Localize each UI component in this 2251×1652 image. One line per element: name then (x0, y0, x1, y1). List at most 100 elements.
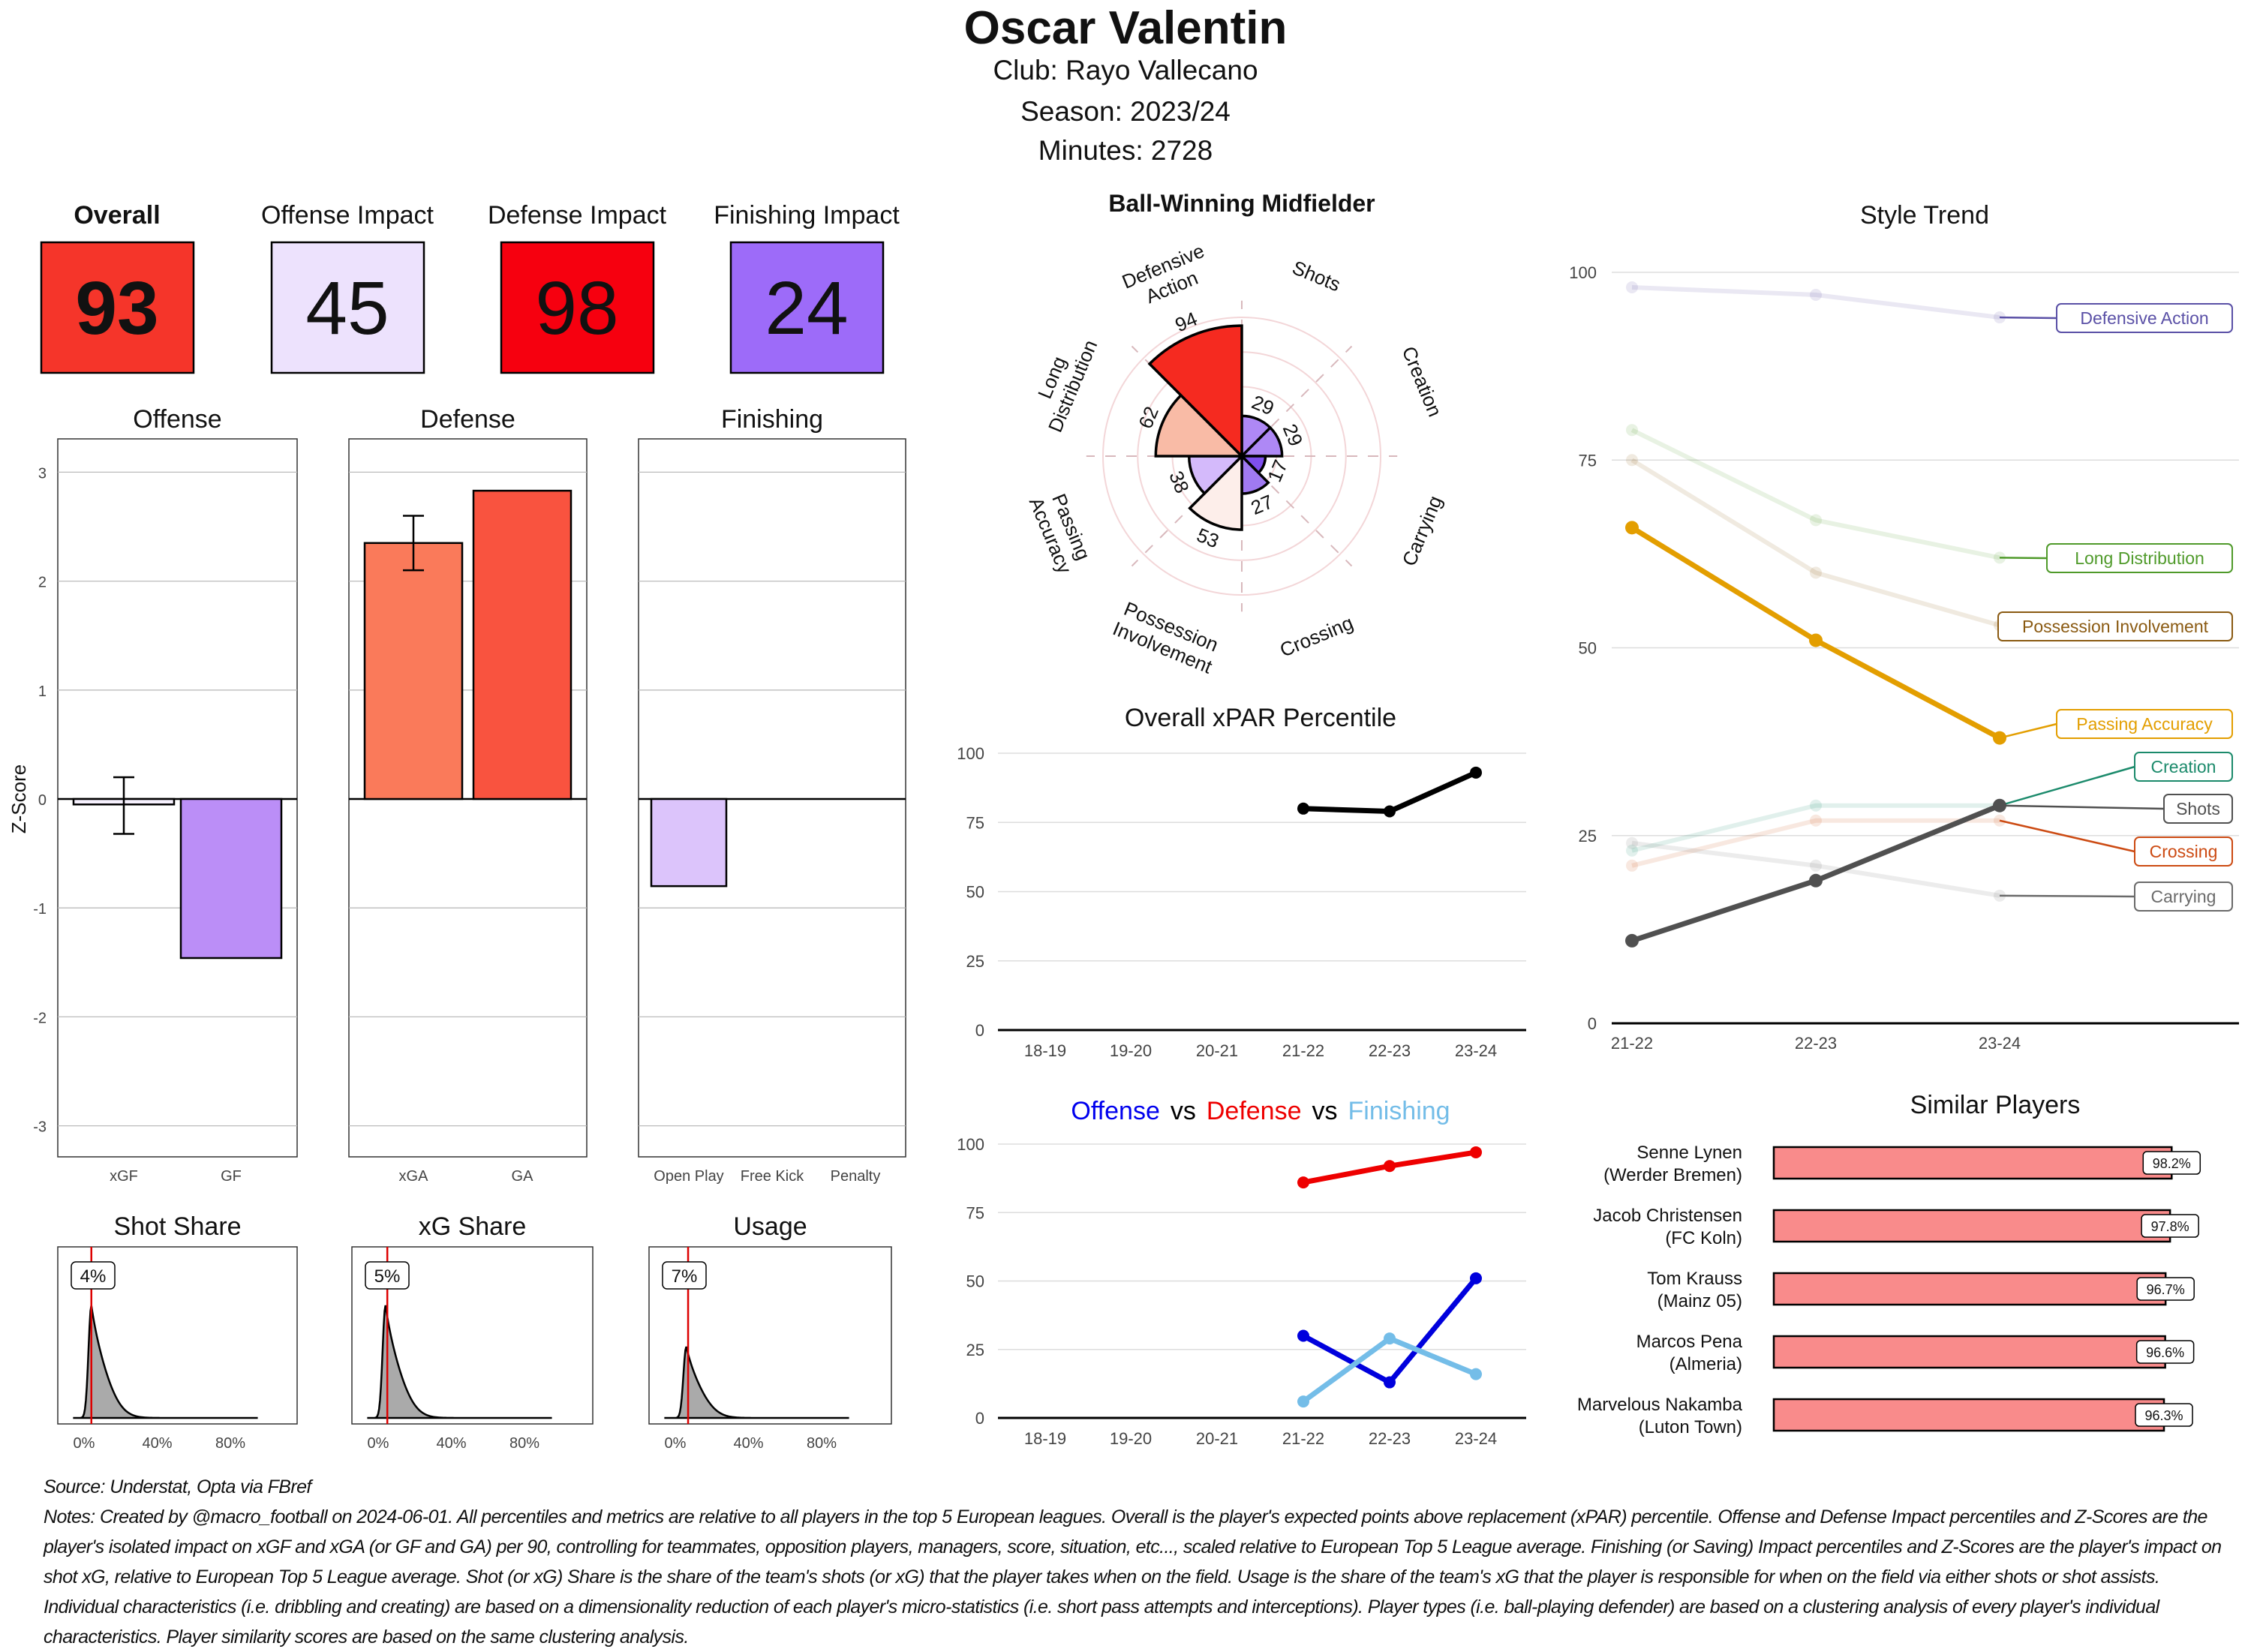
similarity-bar (1772, 1272, 2167, 1306)
y-tick-label: 0 (975, 1021, 984, 1040)
data-point (1810, 289, 1822, 302)
y-tick-label: 3 (38, 465, 47, 482)
minutes-line: Minutes: 2728 (1038, 135, 1213, 166)
x-tick-label: 23-24 (1455, 1041, 1497, 1060)
x-tick-label: GA (512, 1168, 534, 1185)
panel-title: xG Share (419, 1212, 527, 1241)
trend-series-shots: Shots (1625, 794, 2233, 948)
trend-series-passing-accuracy: Passing Accuracy (1625, 521, 2233, 745)
data-point (1384, 805, 1396, 818)
radar-category-label: Shots (1289, 256, 1344, 296)
x-tick-label: 19-20 (1110, 1041, 1152, 1060)
data-point (1626, 837, 1638, 849)
player-club: (Mainz 05) (1657, 1291, 1742, 1311)
tile-box (500, 241, 655, 374)
title-part: vs (1312, 1097, 1338, 1125)
xpar-chart: Overall xPAR Percentile 0 25 50 75 100 18-19 19… (957, 704, 1526, 1060)
label-leader (1999, 804, 2165, 810)
similar-player-row: Senne Lynen(Werder Bremen) 98.2% (1603, 1143, 2201, 1185)
x-tick-label: 0% (368, 1435, 389, 1452)
radar-category-text: Carrying (1398, 492, 1447, 569)
chart-title: Offense vs Defense vs Finishing (1071, 1097, 1450, 1125)
value-label: 5% (374, 1266, 401, 1287)
radar-category-label: PassingAccuracy (1025, 491, 1095, 577)
y-tick-label: 75 (966, 1203, 984, 1222)
radar-category-text: Creation (1398, 343, 1447, 419)
x-tick-label: 40% (142, 1435, 172, 1452)
similar-player-row: Marcos Pena(Almeria) 96.6% (1636, 1332, 2195, 1374)
club-line: Club: Rayo Vallecano (993, 55, 1258, 86)
label-leader (1999, 765, 2135, 806)
series-label: Crossing (2150, 842, 2218, 861)
series-label-box (2134, 882, 2233, 912)
series-label-box (2056, 303, 2233, 333)
data-point (1297, 1176, 1309, 1189)
x-tick-label: 23-24 (1455, 1429, 1497, 1448)
bar-open-play (650, 797, 728, 888)
tile-label: Finishing Impact (714, 201, 900, 230)
y-tick-label: 0 (1588, 1014, 1597, 1033)
density-curve (664, 1346, 849, 1419)
x-tick-label: 40% (436, 1435, 466, 1452)
data-point (1810, 514, 1822, 527)
series-line (1631, 803, 2000, 853)
trend-series-crossing: Crossing (1626, 814, 2233, 872)
chart-title: Similar Players (1910, 1091, 2081, 1119)
y-tick-label: 100 (957, 744, 984, 763)
title-part: Finishing (1348, 1097, 1450, 1125)
x-tick-label: 21-22 (1611, 1034, 1653, 1053)
data-point (1625, 933, 1639, 948)
similar-player-row: Tom Krauss(Mainz 05) 96.7% (1647, 1269, 2195, 1311)
data-point (1384, 1376, 1396, 1389)
series-label-box (2134, 837, 2233, 867)
y-tick-label: -3 (33, 1119, 47, 1136)
series-label: Long Distribution (2075, 548, 2204, 568)
y-tick-label: 0 (975, 1409, 984, 1428)
x-tick-label: 22-23 (1369, 1429, 1411, 1448)
trend-series-carrying: Carrying (1626, 837, 2233, 912)
series-label: Passing Accuracy (2076, 714, 2213, 734)
data-point (1809, 873, 1823, 888)
similarity-bar (1772, 1398, 2165, 1432)
y-tick-label: 50 (966, 1272, 984, 1291)
series-line (1631, 818, 2000, 868)
radar-wedge-defensive-action (1147, 324, 1243, 460)
y-tick-label: -1 (33, 901, 47, 918)
radar-category-text: DefensiveAction (1119, 239, 1216, 314)
x-tick-label: 20-21 (1196, 1429, 1238, 1448)
panel-title: Usage (733, 1212, 807, 1241)
x-tick-label: 40% (733, 1435, 763, 1452)
label-leader (1999, 316, 2057, 320)
x-tick-label: xGA (399, 1168, 429, 1185)
chart-title: Overall xPAR Percentile (1125, 704, 1396, 732)
x-tick-label: 22-23 (1369, 1041, 1411, 1060)
data-point (1297, 802, 1309, 815)
radar-chart: Ball-Winning Midfielder29Shots29Creation… (1025, 190, 1447, 678)
value-label: 4% (80, 1266, 107, 1287)
player-name: Senne Lynen (1636, 1143, 1742, 1163)
data-point (1625, 521, 1639, 535)
radar-category-label: Carrying (1398, 492, 1447, 569)
y-tick-label: 25 (966, 952, 984, 971)
impact-tile: Offense Impact 45 (261, 201, 434, 374)
data-point (1810, 814, 1822, 827)
tile-label: Offense Impact (261, 201, 434, 230)
x-tick-label: 80% (807, 1435, 837, 1452)
similarity-bar (1772, 1146, 2173, 1180)
x-tick-label: 80% (509, 1435, 539, 1452)
data-point (1810, 799, 1822, 812)
y-tick-label: 75 (966, 813, 984, 832)
radar-value-label: 53 (1194, 524, 1222, 553)
similarity-badge (2142, 1151, 2201, 1175)
data-point (1470, 1368, 1482, 1380)
similarity-bar (1772, 1209, 2171, 1243)
bar-ga (472, 489, 573, 800)
x-tick-label: 80% (215, 1435, 245, 1452)
trend-series-long-distribution: Long Distribution (1626, 424, 2233, 573)
chart-title: Style Trend (1860, 201, 1989, 230)
series-line (1631, 840, 2000, 898)
data-point (1297, 1329, 1309, 1342)
radar-category-label: LongDistribution (1033, 337, 1101, 436)
tile-value: 45 (305, 266, 389, 350)
